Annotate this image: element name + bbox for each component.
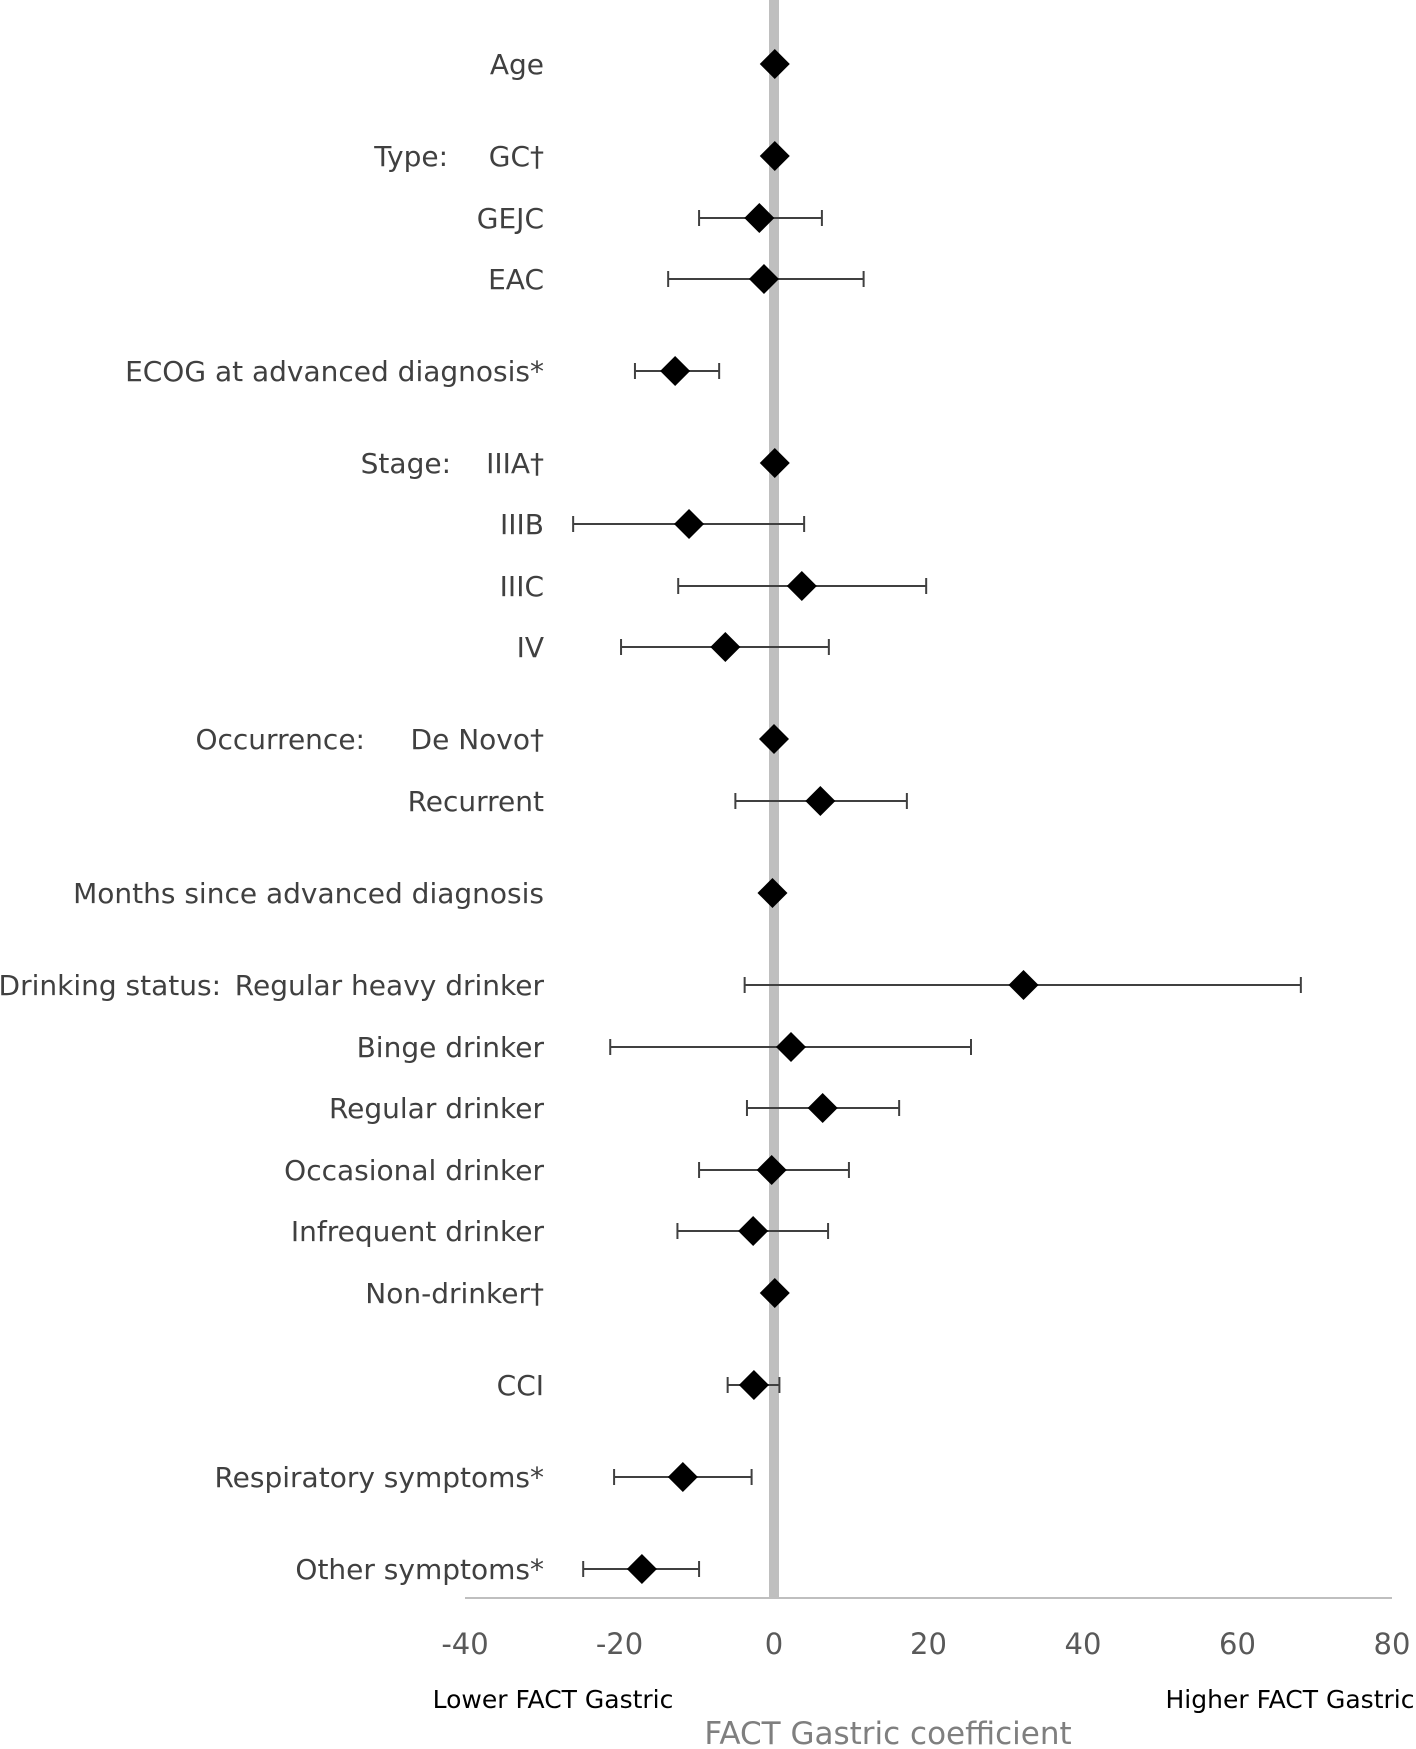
- row-label: Respiratory symptoms*: [214, 1461, 544, 1494]
- row-label: ECOG at advanced diagnosis*: [125, 355, 544, 388]
- point-estimate-marker: [759, 1278, 790, 1308]
- x-axis-title: FACT Gastric coefficient: [704, 1716, 1071, 1749]
- row-label: Regular heavy drinker: [235, 969, 545, 1002]
- point-estimate-marker: [674, 509, 705, 539]
- x-tick-label: -20: [596, 1627, 643, 1661]
- point-estimate-marker: [738, 1370, 769, 1400]
- x-tick-label: 0: [765, 1627, 783, 1661]
- reference-line-zero: [769, 0, 779, 1598]
- x-tick-label: 60: [1219, 1627, 1256, 1661]
- point-estimate-marker: [757, 878, 788, 908]
- row-label: Occasional drinker: [284, 1154, 544, 1187]
- marks-layer: [572, 49, 1302, 1584]
- row-label: De Novo†: [411, 723, 544, 756]
- row-group-label: Type:: [373, 140, 448, 173]
- row-label: Months since advanced diagnosis: [73, 877, 544, 910]
- x-tick-label: -40: [441, 1627, 488, 1661]
- point-estimate-marker: [667, 1462, 698, 1492]
- row-label: Age: [490, 48, 544, 81]
- row-label: Regular drinker: [329, 1092, 545, 1125]
- point-estimate-marker: [710, 632, 741, 662]
- row-label: IV: [517, 631, 544, 664]
- point-estimate-marker: [756, 1155, 787, 1185]
- point-estimate-marker: [759, 724, 789, 754]
- row-group-label: Occurrence:: [195, 723, 365, 756]
- point-estimate-marker: [807, 1093, 838, 1123]
- point-estimate-marker: [759, 49, 790, 79]
- point-estimate-marker: [759, 141, 790, 171]
- row-label: IIIB: [500, 508, 544, 541]
- row-group-label: Drinking status:: [0, 969, 221, 1002]
- row-label: GC†: [489, 140, 544, 173]
- x-tick-label: 40: [1065, 1627, 1102, 1661]
- point-estimate-marker: [759, 448, 790, 478]
- point-estimate-marker: [660, 356, 691, 386]
- point-estimate-marker: [738, 1216, 769, 1246]
- point-estimate-marker: [805, 786, 836, 816]
- annotation-lower: Lower FACT Gastric: [433, 1685, 674, 1714]
- x-tick-label: 20: [910, 1627, 947, 1661]
- row-label: Other symptoms*: [295, 1553, 544, 1586]
- row-label: IIIC: [500, 570, 544, 603]
- x-tick-labels: -40 -20 0 20 40 60 80: [441, 1627, 1410, 1661]
- row-group-label: Stage:: [361, 447, 451, 480]
- row-label: Binge drinker: [357, 1031, 545, 1064]
- row-label: Infrequent drinker: [291, 1215, 545, 1248]
- point-estimate-marker: [748, 264, 779, 294]
- row-label: IIIA†: [486, 447, 544, 480]
- point-estimate-marker: [744, 203, 775, 233]
- point-estimate-marker: [786, 571, 817, 601]
- row-label: EAC: [488, 263, 544, 296]
- point-estimate-marker: [775, 1032, 806, 1062]
- annotation-higher: Higher FACT Gastric: [1166, 1685, 1415, 1714]
- x-tick-label: 80: [1374, 1627, 1411, 1661]
- rows-layer: Age Type: GC† GEJC EAC ECOG at advanced diagn…: [0, 48, 544, 1586]
- row-label: CCI: [497, 1369, 544, 1402]
- point-estimate-marker: [626, 1554, 657, 1584]
- row-label: GEJC: [477, 202, 544, 235]
- row-label: Recurrent: [408, 785, 544, 818]
- row-label: Non-drinker†: [365, 1277, 544, 1310]
- point-estimate-marker: [1008, 970, 1039, 1000]
